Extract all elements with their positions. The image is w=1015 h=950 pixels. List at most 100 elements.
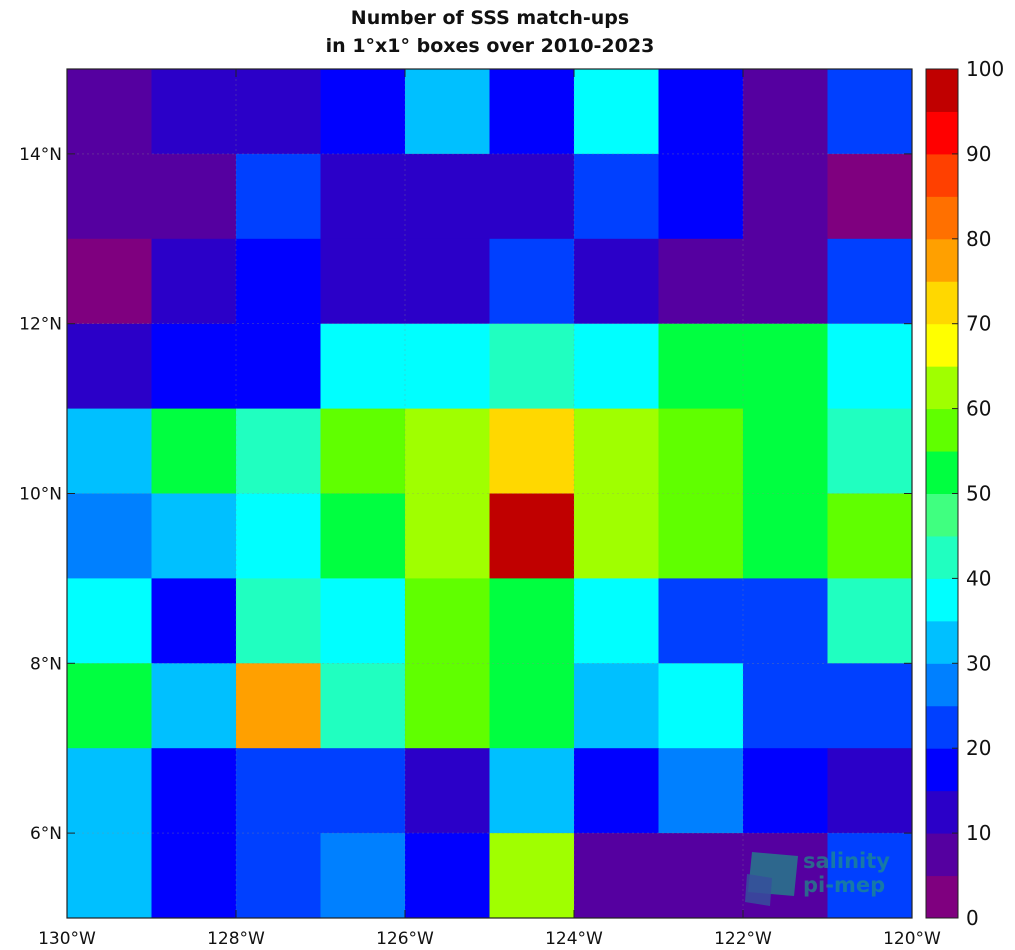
heatmap-cell xyxy=(320,748,406,834)
heatmap-cell xyxy=(67,408,152,494)
heatmap-cell xyxy=(743,323,828,410)
colorbar-tick-label: 10 xyxy=(966,821,991,845)
colorbar-segment xyxy=(926,153,958,197)
heatmap-cell xyxy=(405,578,490,664)
heatmap-cell xyxy=(405,69,490,155)
y-tick-label: 8°N xyxy=(30,654,62,674)
heatmap-cell xyxy=(151,748,237,834)
heatmap-cell xyxy=(658,578,744,664)
heatmap-cell xyxy=(574,748,659,834)
heatmap-cell xyxy=(67,748,152,834)
colorbar-segment xyxy=(926,663,958,707)
colorbar-segment xyxy=(926,833,958,877)
heatmap-cell xyxy=(827,408,913,494)
heatmap-cell xyxy=(489,238,575,325)
heatmap-cell xyxy=(236,748,321,834)
logo-mark-icon xyxy=(745,852,798,906)
heatmap-cell xyxy=(489,748,575,834)
heatmap-cell xyxy=(236,578,321,664)
x-tick-label: 120°W xyxy=(883,929,941,949)
heatmap-cell xyxy=(236,493,321,579)
colorbar-segment xyxy=(926,281,958,325)
heatmap-cell xyxy=(236,323,321,410)
colorbar-segment xyxy=(926,451,958,494)
heatmap-cell xyxy=(827,663,913,749)
y-tick-label: 10°N xyxy=(19,485,62,505)
logo-text-pi-mep: pi-mep xyxy=(803,873,885,897)
heatmap-cell xyxy=(151,323,237,410)
salinity-pi-mep-logo: salinity pi-mep xyxy=(745,849,890,906)
heatmap-cell xyxy=(574,153,659,240)
heatmap-cell xyxy=(320,69,406,155)
heatmap-cell xyxy=(67,663,152,749)
heatmap-cell xyxy=(236,408,321,494)
colorbar-segment xyxy=(926,366,958,410)
colorbar-segment xyxy=(926,323,958,367)
heatmap-cell xyxy=(743,663,828,749)
heatmap-cell xyxy=(236,69,321,155)
x-axis: 130°W 128°W 126°W 124°W 122°W 120°W xyxy=(38,69,941,949)
heatmap-cell xyxy=(151,578,237,664)
heatmap-cell xyxy=(489,663,575,749)
colorbar-tick-label: 20 xyxy=(966,736,991,760)
heatmap-cell xyxy=(574,69,659,155)
heatmap-cell xyxy=(743,69,828,155)
heatmap-cell xyxy=(743,493,828,579)
heatmap-cell xyxy=(236,238,321,325)
colorbar-tick-label: 40 xyxy=(966,566,991,590)
y-tick-label: 12°N xyxy=(19,315,62,335)
title-line-2: in 1°x1° boxes over 2010-2023 xyxy=(326,35,655,57)
heatmap-cell xyxy=(405,493,490,579)
colorbar-segment xyxy=(926,238,958,282)
heatmap-cell xyxy=(67,578,152,664)
heatmap-cell xyxy=(151,69,237,155)
heatmap-cell xyxy=(151,663,237,749)
chart-title: Number of SSS match-ups in 1°x1° boxes o… xyxy=(326,7,655,57)
heatmap-cell xyxy=(489,833,575,919)
heatmap-cell xyxy=(236,153,321,240)
heatmap-cell xyxy=(743,578,828,664)
colorbar-segment xyxy=(926,620,958,664)
colorbar-segment xyxy=(926,493,958,537)
heatmap-cell xyxy=(67,153,152,240)
colorbar-tick-label: 90 xyxy=(966,142,991,166)
heatmap-cell xyxy=(320,578,406,664)
heatmap-cell xyxy=(574,408,659,494)
heatmap-cell xyxy=(658,153,744,240)
heatmap-cell xyxy=(827,493,913,579)
colorbar-segment xyxy=(926,790,958,834)
heatmap-cell xyxy=(67,833,152,919)
y-tick-label: 6°N xyxy=(30,824,62,844)
heatmap-cell xyxy=(574,833,659,919)
colorbar-segment xyxy=(926,69,958,112)
heatmap-cell xyxy=(67,493,152,579)
y-tick-label: 14°N xyxy=(19,145,62,165)
heatmap-cell xyxy=(320,408,406,494)
heatmap-cell xyxy=(151,493,237,579)
heatmap-cell xyxy=(658,69,744,155)
colorbar-tick-label: 50 xyxy=(966,482,991,506)
heatmap-cell xyxy=(574,238,659,325)
x-tick-label: 122°W xyxy=(714,929,772,949)
heatmap-cell xyxy=(320,323,406,410)
heatmap-cell xyxy=(827,69,913,155)
colorbar-segment xyxy=(926,705,958,749)
colorbar-segment xyxy=(926,535,958,579)
heatmap-cell xyxy=(743,153,828,240)
x-tick-label: 124°W xyxy=(545,929,603,949)
heatmap-cell xyxy=(574,493,659,579)
heatmap-cell xyxy=(320,833,406,919)
colorbar-tick-label: 0 xyxy=(966,906,979,930)
colorbar-segment xyxy=(926,408,958,452)
heatmap-cell xyxy=(320,153,406,240)
colorbar-tick-label: 100 xyxy=(966,57,1004,81)
heatmap-cell xyxy=(320,238,406,325)
heatmap-cell xyxy=(151,238,237,325)
heatmap-cell xyxy=(658,323,744,410)
heatmap-cell xyxy=(489,69,575,155)
heatmap-cell xyxy=(405,663,490,749)
heatmap-cell xyxy=(827,238,913,325)
heatmap-cell xyxy=(489,578,575,664)
heatmap-cell xyxy=(67,238,152,325)
heatmap-cell xyxy=(827,153,913,240)
